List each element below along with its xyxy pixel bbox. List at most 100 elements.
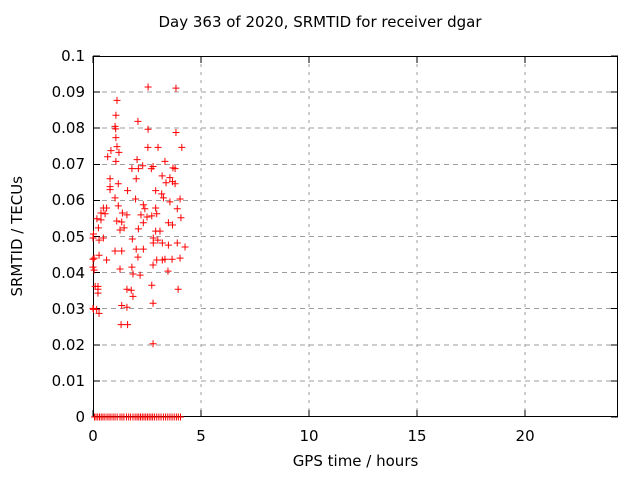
data-point	[112, 125, 120, 133]
plot-area	[89, 55, 618, 421]
data-point	[174, 285, 182, 293]
data-point	[113, 217, 121, 225]
data-point	[144, 83, 152, 91]
data-point	[171, 165, 179, 173]
x-tick-label: 5	[196, 427, 206, 445]
x-tick-label: 10	[299, 427, 319, 445]
data-point	[164, 241, 172, 249]
data-point	[118, 247, 126, 255]
data-point	[116, 265, 124, 273]
data-point	[95, 236, 103, 244]
y-tick-label: 0.02	[51, 335, 85, 354]
data-point	[95, 251, 103, 259]
data-point	[149, 261, 157, 269]
data-point	[129, 292, 137, 300]
data-point	[133, 156, 141, 164]
data-point	[172, 129, 180, 137]
data-point	[113, 143, 121, 151]
data-point	[178, 143, 186, 151]
data-point	[166, 198, 174, 206]
data-point	[149, 239, 157, 247]
data-point	[139, 219, 147, 227]
data-point	[136, 271, 144, 279]
data-point	[124, 187, 132, 195]
y-tick-label: 0.04	[51, 263, 85, 282]
data-point	[89, 255, 97, 263]
data-point	[118, 209, 126, 217]
data-point	[134, 165, 142, 173]
data-point	[158, 190, 166, 198]
y-tick-label: 0.07	[51, 155, 85, 174]
data-point	[173, 239, 181, 247]
data-point	[104, 153, 112, 161]
data-point	[99, 234, 107, 242]
data-point	[118, 301, 126, 309]
data-point	[93, 215, 101, 223]
data-point	[159, 194, 167, 202]
data-point	[94, 224, 102, 232]
x-tick-label: 0	[88, 427, 98, 445]
data-point	[128, 235, 136, 243]
data-point	[158, 172, 166, 180]
data-point	[90, 266, 98, 274]
data-point	[127, 286, 135, 294]
y-tick-label: 0.08	[51, 119, 85, 138]
data-point	[172, 84, 180, 92]
data-point	[114, 180, 122, 188]
data-point	[107, 147, 115, 155]
data-point	[111, 247, 119, 255]
data-point	[112, 134, 120, 142]
data-point	[153, 210, 161, 218]
data-point	[128, 263, 136, 271]
data-point	[177, 413, 184, 421]
data-point	[93, 305, 101, 313]
data-point	[103, 256, 111, 264]
data-point	[106, 175, 114, 183]
data-point	[139, 162, 147, 170]
data-point	[181, 243, 189, 251]
data-point	[148, 281, 156, 289]
data-point	[95, 309, 103, 317]
data-point	[162, 179, 170, 187]
y-tick-label: 0	[75, 408, 85, 426]
data-point	[120, 224, 128, 232]
data-point	[123, 303, 131, 311]
data-point	[134, 117, 142, 125]
data-point	[164, 267, 172, 275]
data-point	[154, 143, 162, 151]
data-point	[176, 195, 184, 203]
data-point	[164, 219, 172, 227]
data-point	[166, 174, 174, 182]
data-point	[123, 285, 131, 293]
y-tick-label: 0.06	[51, 191, 85, 210]
data-point	[169, 221, 177, 229]
x-tick-label: 20	[515, 427, 535, 445]
y-tick-label: 0.05	[51, 227, 85, 246]
data-point	[152, 187, 160, 195]
data-point	[144, 143, 152, 151]
y-tick-label: 0.09	[51, 83, 85, 102]
data-point	[89, 234, 97, 242]
data-point	[103, 204, 111, 212]
data-point	[132, 175, 140, 183]
data-point	[149, 299, 157, 307]
y-tick-label: 0.1	[61, 47, 85, 65]
data-point	[143, 213, 151, 221]
data-point	[94, 289, 102, 297]
data-point	[111, 194, 119, 202]
y-tick-label: 0.01	[51, 371, 85, 390]
chart-title: Day 363 of 2020, SRMTID for receiver dga…	[158, 13, 482, 31]
data-point	[124, 321, 132, 329]
data-point	[154, 236, 162, 244]
data-point	[149, 340, 157, 348]
data-point	[89, 263, 97, 271]
data-point	[156, 227, 164, 235]
data-point	[134, 253, 142, 261]
data-point	[171, 180, 179, 188]
data-point	[168, 255, 176, 263]
y-tick-label: 0.03	[51, 299, 85, 318]
data-point	[97, 209, 105, 217]
data-point	[117, 321, 125, 329]
data-point	[148, 212, 156, 220]
